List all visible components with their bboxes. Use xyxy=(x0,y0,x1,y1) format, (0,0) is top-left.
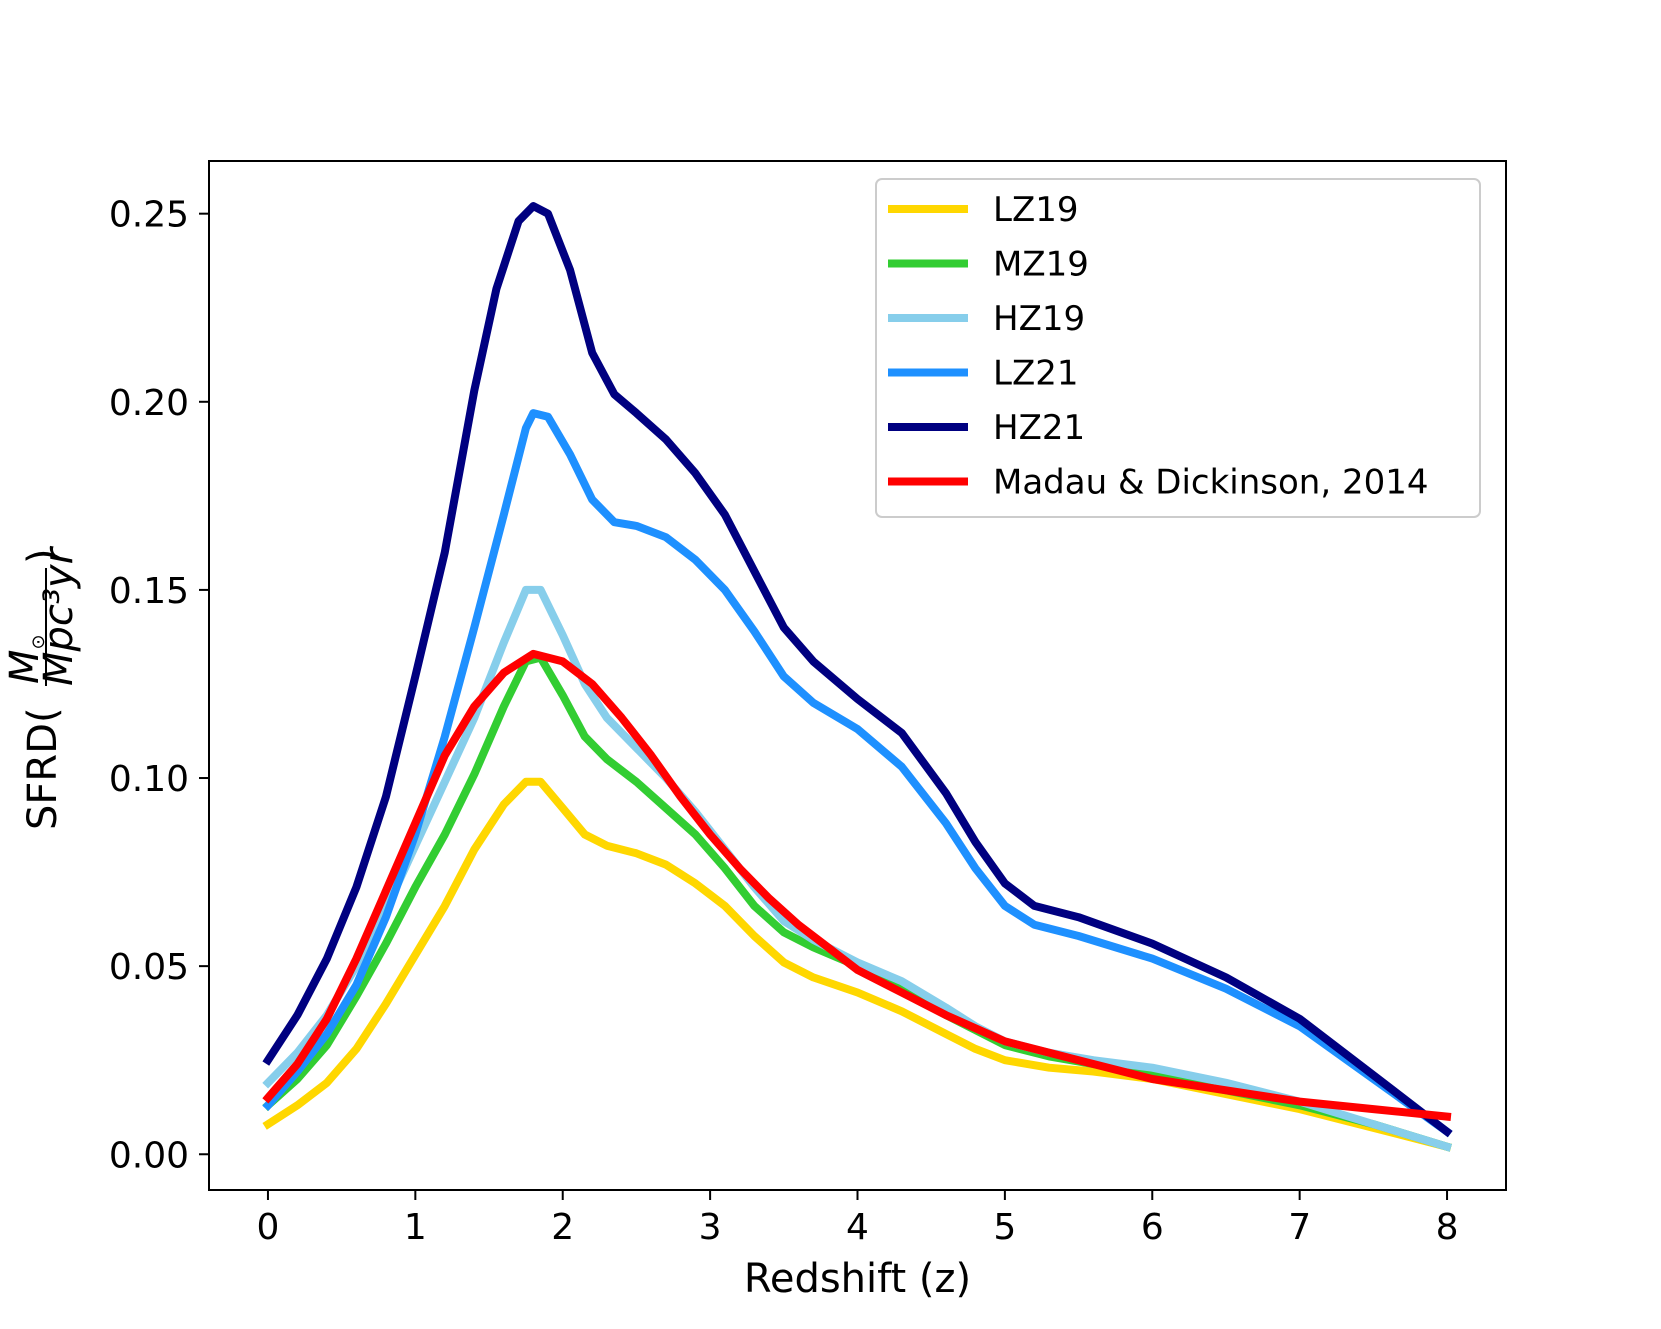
legend-label: HZ21 xyxy=(993,408,1085,448)
x-tick-label: 3 xyxy=(699,1207,722,1248)
legend-label: MZ19 xyxy=(993,245,1089,285)
y-axis-label-suffix: ) xyxy=(20,548,66,564)
y-tick-label: 0.15 xyxy=(109,571,189,612)
x-axis: 0 1 2 3 4 5 6 7 8 xyxy=(257,1190,1459,1248)
y-axis: 0.00 0.05 0.10 0.15 0.20 0.25 xyxy=(109,195,209,1176)
y-axis-label-prefix: SFRD( xyxy=(20,707,66,830)
y-tick-label: 0.00 xyxy=(109,1135,189,1176)
x-tick-label: 2 xyxy=(551,1207,574,1248)
y-axis-label-subscript: ⊙ xyxy=(28,634,49,649)
y-axis-label-numerator: M⊙ xyxy=(2,634,49,684)
legend-label: LZ21 xyxy=(993,354,1079,394)
y-tick-label: 0.25 xyxy=(109,195,189,236)
legend-label: HZ19 xyxy=(993,299,1085,339)
legend-label: Madau & Dickinson, 2014 xyxy=(993,463,1428,503)
legend-label: LZ19 xyxy=(993,190,1079,230)
x-tick-label: 7 xyxy=(1288,1207,1311,1248)
x-tick-label: 8 xyxy=(1436,1207,1459,1248)
x-tick-label: 1 xyxy=(404,1207,427,1248)
legend-items: LZ19 MZ19 HZ19 LZ21 HZ21 Madau & Dickinson, 2… xyxy=(888,190,1428,503)
y-axis-label: SFRD( M⊙ Mpc³yr ) xyxy=(2,545,82,830)
series-layer xyxy=(262,202,1453,1152)
x-tick-label: 6 xyxy=(1141,1207,1164,1248)
x-axis-label: Redshift (z) xyxy=(744,1256,971,1302)
y-tick-label: 0.10 xyxy=(109,759,189,800)
y-tick-label: 0.20 xyxy=(109,383,189,424)
series-line-madau-dickinson-2014 xyxy=(262,649,1452,1121)
y-axis-label-numerator-text: M xyxy=(2,649,48,684)
x-tick-label: 5 xyxy=(993,1207,1016,1248)
legend: LZ19 MZ19 HZ19 LZ21 HZ21 Madau & Dickinson, 2… xyxy=(875,178,1481,518)
legend-box xyxy=(875,178,1481,518)
y-tick-label: 0.05 xyxy=(109,947,189,988)
series-line-hz21 xyxy=(262,202,1453,1138)
series-line-lz19 xyxy=(262,777,1452,1152)
x-tick-label: 0 xyxy=(257,1207,280,1248)
y-axis-label-denominator: Mpc³yr xyxy=(36,545,82,686)
x-tick-label: 4 xyxy=(846,1207,869,1248)
